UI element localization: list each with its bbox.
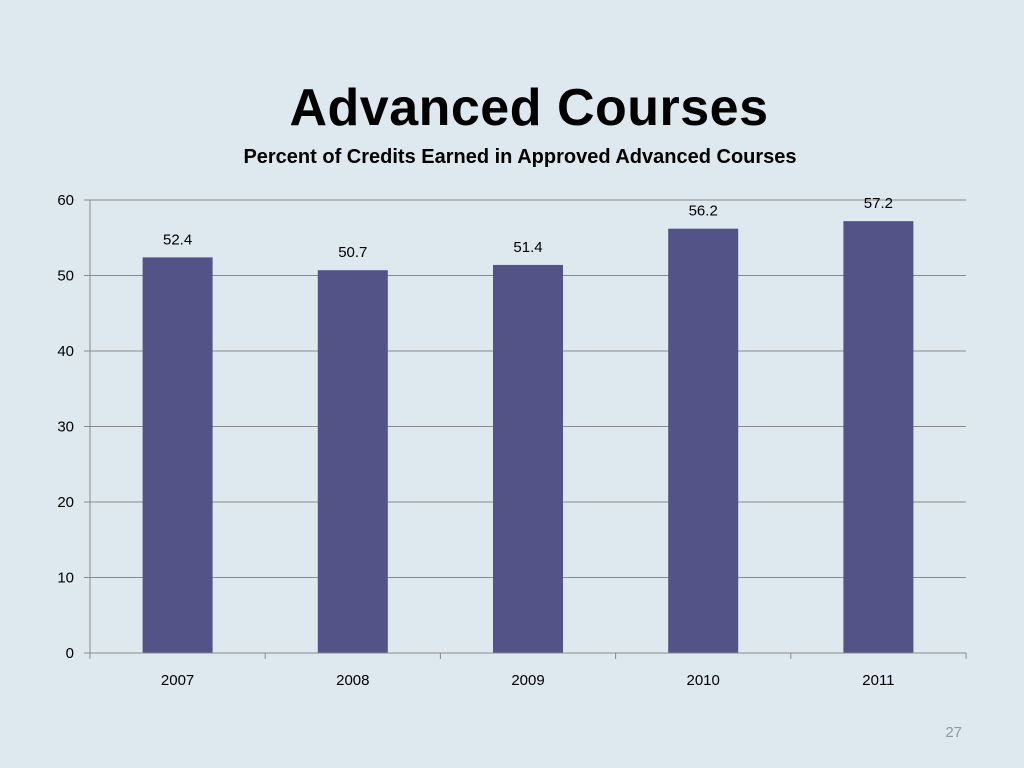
y-tick-label: 60 xyxy=(57,192,74,209)
labels: 0 10 20 30 40 50 60 2007 52.4 2008 50.7 2009 51.4 201… xyxy=(57,192,894,689)
x-tick-label: 2009 xyxy=(511,672,544,689)
slide-title: Advanced Courses xyxy=(289,79,769,137)
y-tick-label: 20 xyxy=(57,494,74,511)
y-tick-label: 30 xyxy=(57,419,74,436)
x-tick-label: 2008 xyxy=(336,672,369,689)
y-tick-label: 0 xyxy=(66,645,74,662)
bar-2009 xyxy=(493,264,563,653)
bar-2010 xyxy=(668,228,739,653)
x-tick-label: 2010 xyxy=(687,672,720,689)
data-label: 56.2 xyxy=(689,203,718,220)
chart-subtitle: Percent of Credits Earned in Approved Ad… xyxy=(243,146,797,168)
data-label: 51.4 xyxy=(513,239,542,256)
bar-2008 xyxy=(317,270,388,653)
data-label: 52.4 xyxy=(163,231,192,248)
x-tick-label: 2007 xyxy=(161,672,194,689)
y-tick-label: 40 xyxy=(57,343,74,360)
bars xyxy=(142,221,914,653)
page-number: 27 xyxy=(945,724,962,741)
y-tick-label: 50 xyxy=(57,268,74,285)
y-tick-label: 10 xyxy=(57,570,74,587)
bar-2011 xyxy=(843,221,914,653)
axes xyxy=(84,199,967,659)
bar-2007 xyxy=(142,257,213,653)
data-label: 50.7 xyxy=(338,244,367,261)
x-tick-label: 2011 xyxy=(862,672,894,689)
data-label: 57.2 xyxy=(864,195,893,212)
